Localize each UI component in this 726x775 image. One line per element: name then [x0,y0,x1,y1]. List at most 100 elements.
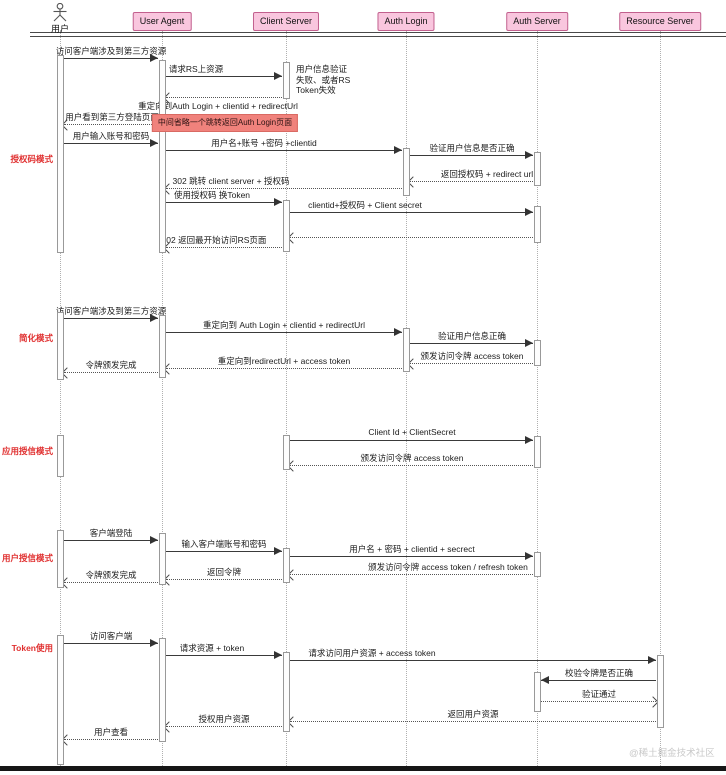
message-user-agent-to-user-label: 令牌颁发完成 [85,360,137,370]
message-user-agent-to-auth-login-label: 用户名+账号 +密码 +clientid [211,138,317,148]
section-label-2: 简化模式 [18,333,53,343]
message-user-agent-to-client-server-label: 输入客户端账号和密码 [181,539,267,549]
participant-user: 用户 [50,24,70,34]
message-client-server-to-user-agent-label: 302 返回最开始访问RS页面 [161,235,267,245]
message-auth-login-to-auth-server [410,343,533,344]
message-auth-login-to-user-agent [166,188,402,189]
note-auth-fail: 用户信息验证 失败、或者RS Token失效 [296,64,351,95]
message-resource-server-to-client-server [290,721,656,722]
message-user-agent-to-client-server-arrowhead [274,651,282,659]
message-client-server-to-auth-server-arrowhead [525,552,533,560]
lifeline-client-server [286,30,287,766]
activation-bar-client-server [282,548,290,583]
activation-bar-resource-server [656,655,664,728]
message-client-server-to-auth-server [290,440,533,441]
message-client-server-to-auth-server-arrowhead [525,208,533,216]
message-user-to-user-agent [64,540,158,541]
message-user-to-user-agent [64,143,158,144]
message-user-agent-to-user [64,124,158,125]
activation-bar-user [56,530,64,588]
activation-bar-auth-server [533,152,541,186]
message-client-server-to-user-agent [166,579,282,580]
top-divider [30,32,726,37]
message-resource-server-to-auth-server-arrowhead [541,676,549,684]
message-user-to-user-agent-arrowhead [150,536,158,544]
message-user-to-user-agent-label: 访问客户端涉及到第三方资源 [55,306,167,316]
message-user-agent-to-client-server-label: 请求资源 + token [179,643,245,653]
message-client-server-to-user-agent [166,247,282,248]
activation-bar-client-server [282,62,290,99]
message-client-server-to-resource-server [290,660,656,661]
message-user-to-user-agent-label: 访问客户端 [89,631,133,641]
message-user-agent-to-client-server [166,76,282,77]
message-auth-login-to-auth-server-label: 验证用户信息正确 [437,331,507,341]
bottom-divider [0,766,726,771]
activation-bar-auth-server [533,340,541,366]
message-auth-server-to-client-server-label: 颁发访问令牌 access token [360,453,464,463]
message-user-agent-to-user [64,582,158,583]
activation-bar-user [56,312,64,380]
message-auth-server-to-resource-server-label: 验证通过 [581,689,617,699]
participant-auth-server: Auth Server [506,12,568,31]
message-resource-server-to-client-server-label: 返回用户资源 [447,709,499,719]
message-auth-server-to-auth-login-label: 颁发访问令牌 access token [420,351,524,361]
activation-bar-auth-server [533,552,541,577]
lifeline-resource-server [660,30,661,766]
message-auth-server-to-auth-login [410,363,533,364]
message-user-agent-to-client-server-arrowhead [274,72,282,80]
message-user-agent-to-auth-login-label: 重定向到 Auth Login + clientid + redirectUrl [202,320,366,330]
message-user-agent-to-auth-login-arrowhead [394,146,402,154]
watermark: @稀土掘金技术社区 [629,748,715,759]
message-user-to-user-agent-arrowhead [150,54,158,62]
message-client-server-to-auth-server [290,556,533,557]
message-auth-server-to-auth-login [410,181,533,182]
message-user-agent-to-client-server-arrowhead [274,198,282,206]
message-user-to-user-agent-arrowhead [150,314,158,322]
message-client-server-to-auth-server-arrowhead [525,436,533,444]
activation-bar-auth-login [402,328,410,372]
activation-bar-auth-server [533,672,541,712]
activation-bar-auth-server [533,206,541,243]
message-auth-server-to-client-server [290,237,533,238]
message-user-agent-to-client-server [166,202,282,203]
section-label-3: 应用授信模式 [1,446,53,456]
message-user-agent-to-client-server [166,655,282,656]
message-auth-server-to-client-server [290,574,533,575]
section-label-1: 授权码模式 [10,154,53,164]
message-auth-login-to-auth-server-arrowhead [525,339,533,347]
activation-bar-client-server [282,200,290,252]
actor-icon [51,2,69,22]
activation-bar-user [56,635,64,765]
message-user-to-user-agent [64,643,158,644]
message-user-agent-to-client-server-arrowhead [274,547,282,555]
activation-bar-client-server [282,435,290,470]
message-user-agent-to-auth-login [166,150,402,151]
message-client-server-to-user-agent-label: 授权用户资源 [198,714,250,724]
message-client-server-to-user-agent [166,97,282,98]
lifeline-user [60,30,61,766]
message-client-server-to-user-agent [166,726,282,727]
message-client-server-to-auth-server [290,212,533,213]
message-auth-login-to-auth-server-arrowhead [525,151,533,159]
message-auth-server-to-resource-server [541,701,656,702]
message-auth-login-to-auth-server [410,155,533,156]
message-client-server-to-auth-server-label: Client Id + ClientSecret [368,427,456,437]
message-user-to-user-agent-arrowhead [150,639,158,647]
message-user-agent-to-user-label: 用户查看 [93,727,129,737]
activation-bar-user-agent [158,60,166,253]
participant-resource-server: Resource Server [619,12,701,31]
message-user-agent-to-client-server [166,551,282,552]
section-label-4: 用户授信模式 [1,553,53,563]
message-user-to-user-agent-arrowhead [150,139,158,147]
activation-bar-user [56,435,64,477]
activation-bar-user-agent [158,533,166,585]
message-client-server-to-resource-server-label: 请求访问用户资源 + access token [308,648,436,658]
message-user-to-user-agent [64,318,158,319]
message-resource-server-to-auth-server-label: 校验令牌是否正确 [564,668,634,678]
message-user-agent-to-user-label: 用户看到第三方登陆页面 [65,112,159,122]
message-user-agent-to-auth-login-arrowhead [394,328,402,336]
activation-bar-auth-server [533,436,541,468]
activation-bar-client-server [282,652,290,732]
message-resource-server-to-auth-server [541,680,656,681]
message-user-agent-to-user [64,739,158,740]
